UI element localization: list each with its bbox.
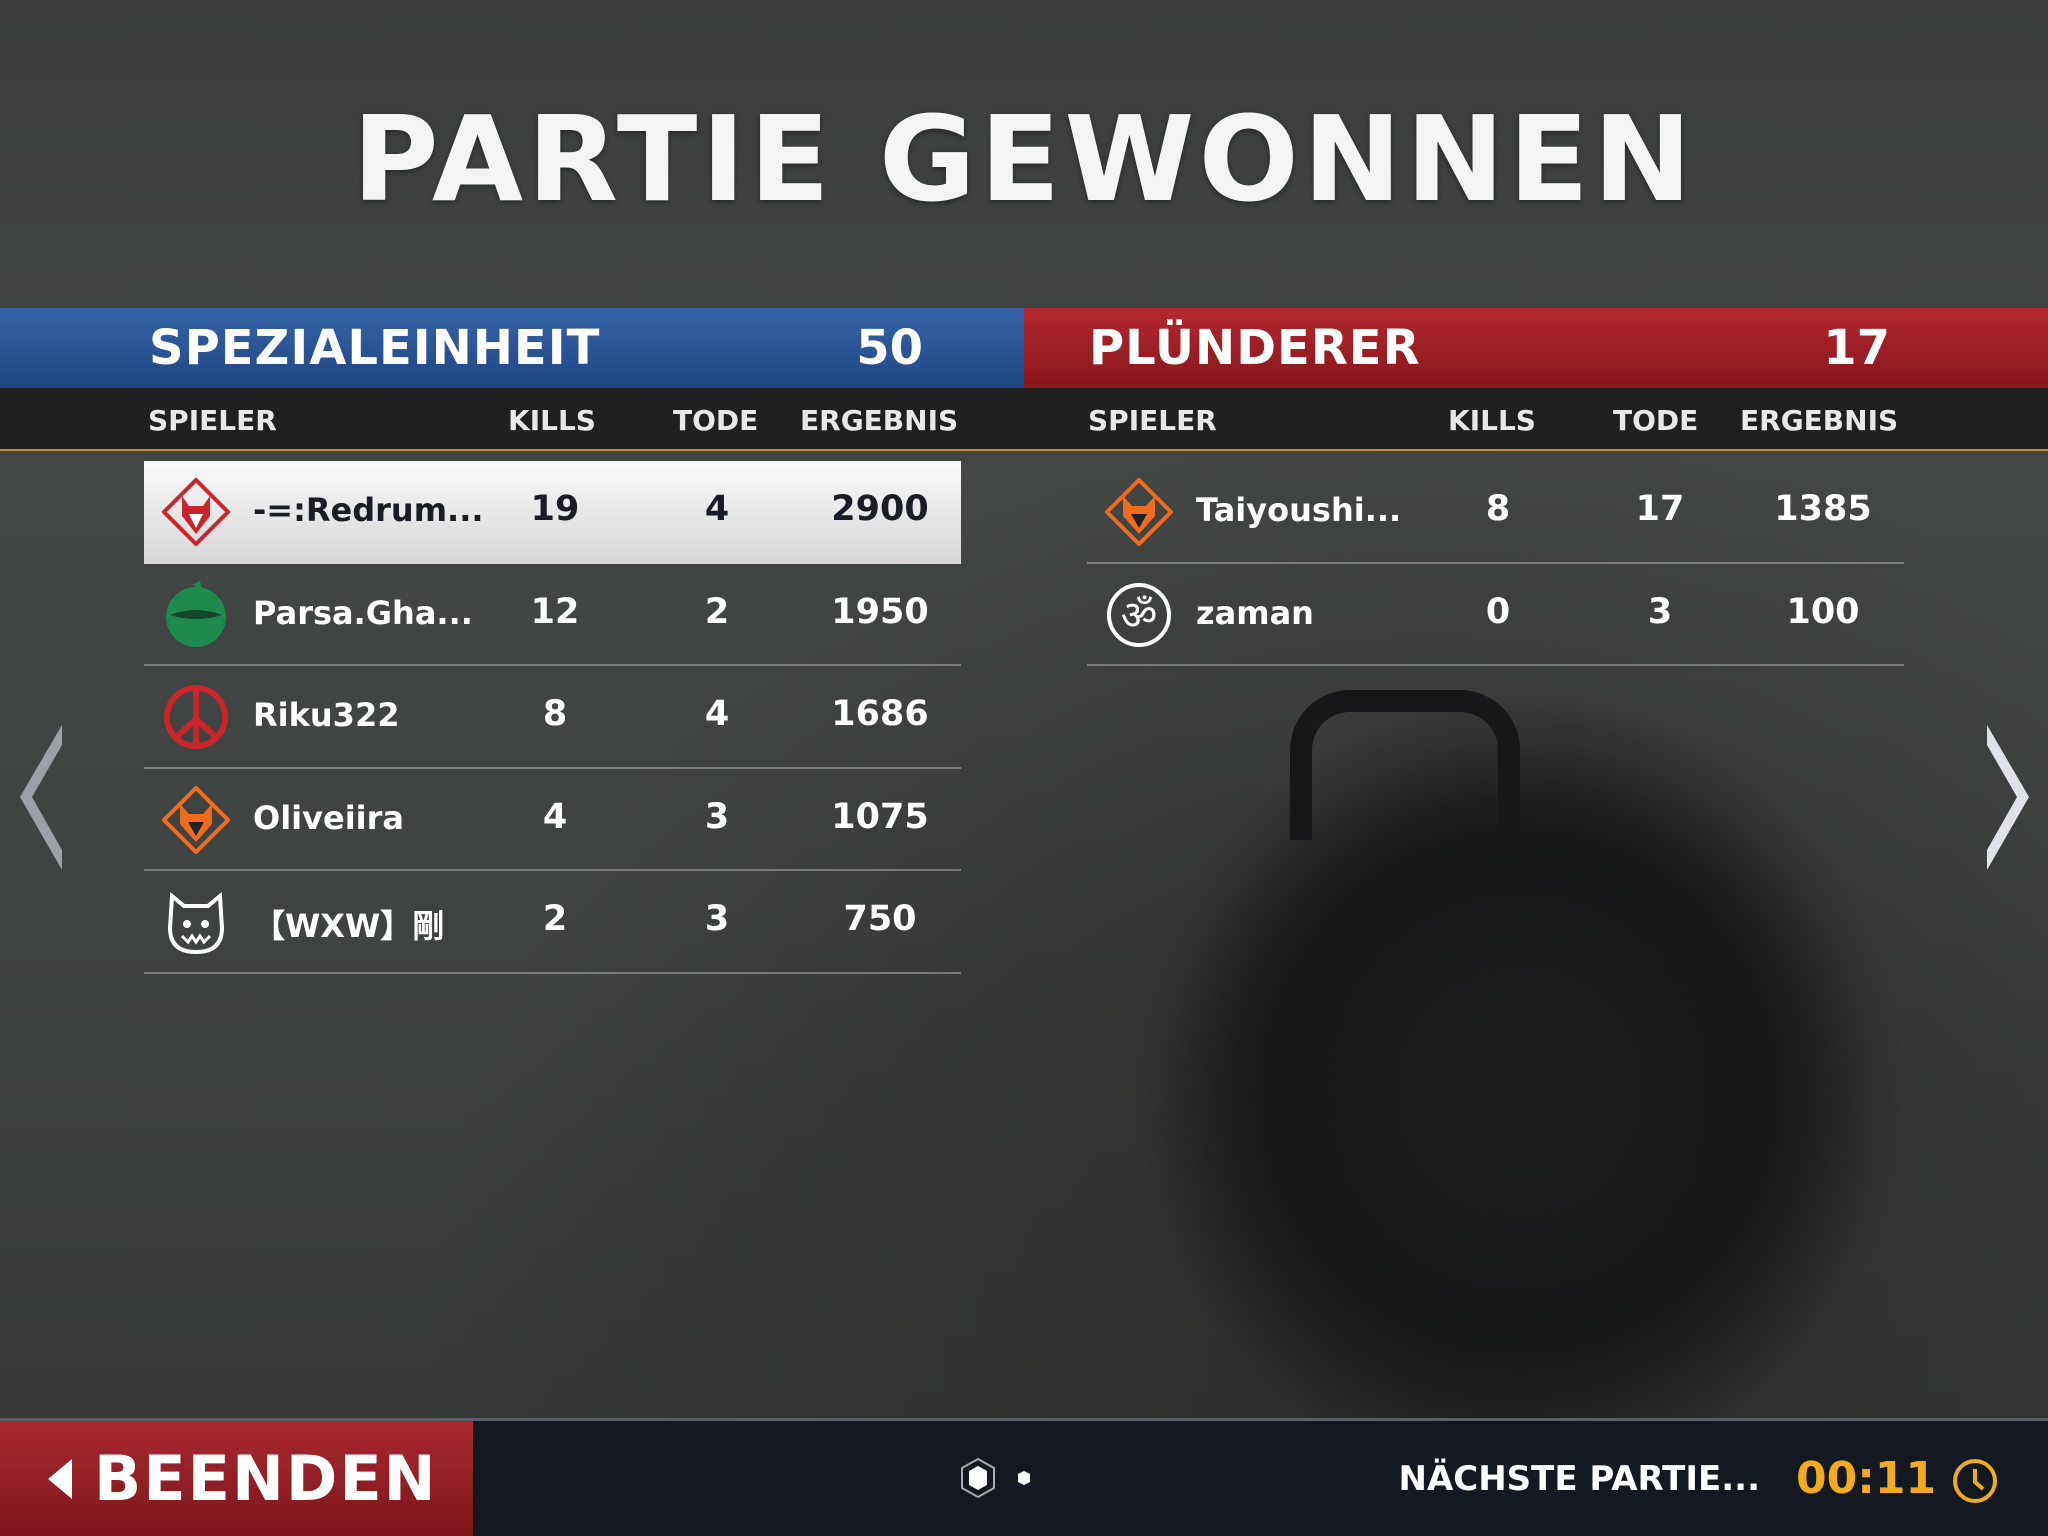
player-score: 750 bbox=[843, 899, 917, 939]
countdown-timer: 00:11 bbox=[1796, 1453, 1937, 1504]
col-deaths: TODE bbox=[673, 404, 759, 437]
player-kills: 12 bbox=[530, 591, 580, 632]
player-row[interactable]: Oliveiira 4 3 1075 bbox=[144, 769, 961, 871]
page-title: PARTIE GEWONNEN bbox=[352, 90, 1696, 228]
team-score: 17 bbox=[1823, 320, 1890, 376]
next-match-label: NÄCHSTE PARTIE... bbox=[1398, 1459, 1761, 1499]
next-arrow-icon[interactable] bbox=[1983, 725, 2033, 870]
col-score: ERGEBNIS bbox=[1740, 404, 1899, 437]
weapon-background bbox=[1130, 690, 1910, 1420]
om-symbol-icon: ॐ bbox=[1107, 582, 1171, 647]
col-player: SPIELER bbox=[1088, 404, 1217, 437]
player-deaths: 3 bbox=[704, 796, 730, 837]
player-row[interactable]: Taiyoushi... 8 17 1385 bbox=[1087, 461, 1904, 564]
player-deaths: 2 bbox=[704, 591, 730, 632]
col-kills: KILLS bbox=[508, 404, 596, 437]
player-score: 1950 bbox=[831, 591, 929, 632]
player-deaths: 4 bbox=[704, 694, 730, 734]
ninja-green-icon bbox=[166, 580, 226, 647]
fox-orange-icon bbox=[162, 785, 230, 854]
peace-sign-icon bbox=[164, 685, 228, 749]
player-kills: 0 bbox=[1485, 591, 1511, 632]
page-dot bbox=[1018, 1471, 1030, 1485]
player-name: Riku322 bbox=[253, 696, 400, 734]
player-name: Oliveiira bbox=[253, 798, 405, 837]
player-name: zaman bbox=[1196, 593, 1314, 632]
team-header-right: PLÜNDERER 17 bbox=[1024, 308, 2048, 388]
player-kills: 19 bbox=[530, 489, 580, 529]
player-name: Parsa.Gha... bbox=[253, 593, 473, 632]
page-indicator bbox=[961, 1457, 1030, 1499]
team-header-left: SPEZIALEINHEIT 50 bbox=[0, 308, 1024, 388]
previous-arrow-icon[interactable] bbox=[16, 725, 66, 870]
player-kills: 4 bbox=[542, 796, 568, 837]
player-score: 2900 bbox=[831, 489, 929, 529]
back-triangle-icon bbox=[48, 1458, 72, 1499]
col-player: SPIELER bbox=[148, 404, 277, 437]
team-name: PLÜNDERER bbox=[1089, 320, 1421, 376]
player-kills: 8 bbox=[542, 694, 568, 734]
page-dot-active bbox=[969, 1466, 987, 1490]
team-name: SPEZIALEINHEIT bbox=[149, 320, 601, 376]
team-score: 50 bbox=[856, 320, 923, 376]
player-name: 【WXW】剛 bbox=[253, 907, 445, 945]
col-deaths: TODE bbox=[1613, 404, 1699, 437]
col-score: ERGEBNIS bbox=[800, 404, 959, 437]
player-name: -=:Redrum... bbox=[253, 491, 484, 529]
player-kills: 2 bbox=[542, 899, 568, 939]
player-row[interactable]: 【WXW】剛 2 3 750 bbox=[144, 871, 961, 974]
column-header-row: SPIELER KILLS TODE ERGEBNIS SPIELER KILL… bbox=[0, 388, 2048, 451]
weapon-sight bbox=[1290, 690, 1520, 840]
fox-orange-icon bbox=[1105, 478, 1173, 546]
player-row[interactable]: -=:Redrum... 19 4 2900 bbox=[144, 461, 961, 564]
svg-text:ॐ: ॐ bbox=[1121, 593, 1157, 639]
player-deaths: 4 bbox=[704, 489, 730, 529]
player-score: 100 bbox=[1786, 591, 1860, 632]
player-score: 1385 bbox=[1774, 489, 1872, 529]
player-score: 1075 bbox=[831, 796, 929, 837]
cat-mask-icon bbox=[167, 891, 225, 955]
clock-icon bbox=[1953, 1459, 1997, 1503]
player-score: 1686 bbox=[831, 694, 929, 734]
player-deaths: 17 bbox=[1635, 489, 1685, 529]
footer-bar: BEENDEN NÄCHSTE PARTIE... 00:11 bbox=[0, 1418, 2048, 1536]
player-deaths: 3 bbox=[704, 899, 730, 939]
player-row[interactable]: Riku322 8 4 1686 bbox=[144, 666, 961, 769]
player-row[interactable]: Parsa.Gha... 12 2 1950 bbox=[144, 564, 961, 666]
player-name: Taiyoushi... bbox=[1196, 491, 1402, 529]
player-deaths: 3 bbox=[1647, 591, 1673, 632]
col-kills: KILLS bbox=[1448, 404, 1536, 437]
team-table-right: Taiyoushi... 8 17 1385 ॐ zaman 0 3 100 bbox=[1087, 461, 1904, 666]
player-row[interactable]: ॐ zaman 0 3 100 bbox=[1087, 564, 1904, 666]
team-table-left: -=:Redrum... 19 4 2900 Parsa.Gha... 12 2 1950 Ri… bbox=[144, 461, 961, 974]
page-dot-active bbox=[961, 1457, 995, 1499]
quit-button[interactable]: BEENDEN bbox=[0, 1421, 473, 1536]
quit-label: BEENDEN bbox=[94, 1442, 438, 1515]
player-kills: 8 bbox=[1485, 489, 1511, 529]
wolf-red-icon bbox=[162, 478, 230, 546]
